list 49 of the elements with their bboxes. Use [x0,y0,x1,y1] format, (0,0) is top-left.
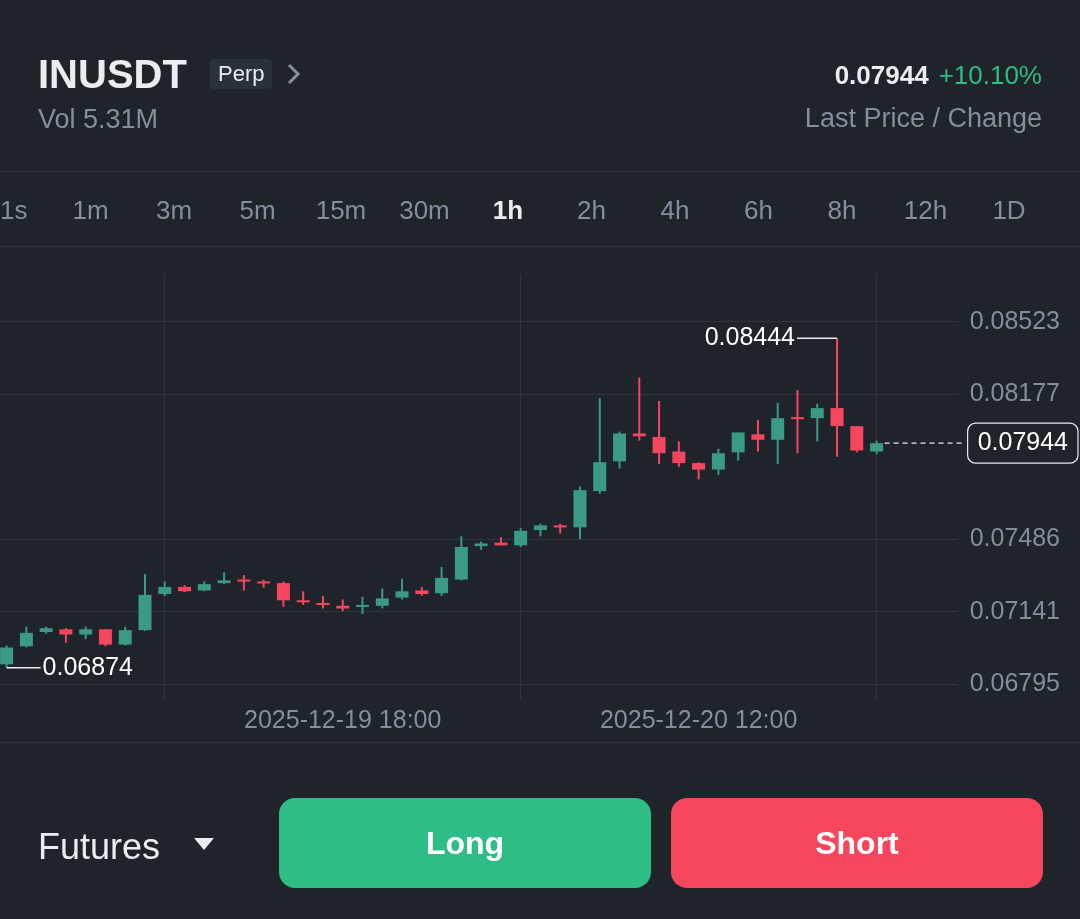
text: Perp [210,59,273,89]
candlestick [830,337,844,458]
text: 15m [315,195,367,226]
text: 1D [992,195,1026,226]
candlestick [652,399,666,466]
text: 30m [399,195,450,226]
candlestick [790,389,804,455]
candlestick [731,431,745,462]
candlestick [276,580,290,608]
candlestick [771,401,785,466]
text: 0.07944 [834,60,929,90]
text: Last Price / Change [804,103,1042,134]
candlestick [514,527,528,549]
chart-subtitle: Vol 5.31M [38,104,159,135]
y-tick-label: 0.08523 [969,305,1061,334]
candlestick [672,440,686,468]
text: Short [671,798,1043,888]
chart-title: INUSDT [38,52,187,97]
text: 2h [577,195,606,226]
candlestick [0,644,14,669]
candlestick [395,577,409,601]
candlestick [711,447,725,476]
x-tick-label: 2025-12-19 18:00 [244,704,442,733]
text: 3m [155,195,193,226]
candlestick [435,565,449,597]
text: Long [279,798,651,888]
annotation: 0.08444 [704,322,796,351]
candlestick [810,402,824,443]
text: 1m [72,195,109,226]
y-tick-label: 0.08177 [969,378,1061,407]
y-tick-label: 0.07486 [969,523,1061,552]
text: 1s [0,195,28,226]
text: 8h [827,195,857,226]
candlestick [632,376,646,442]
candlestick [751,418,765,453]
text: 1h [492,195,524,226]
candlestick [19,625,33,649]
text: 5m [239,195,276,226]
text: 12h [903,195,948,226]
text: 6h [744,195,773,226]
candlestick [375,587,389,610]
ref-line-label: 0.07944 [977,427,1069,456]
text: +10.10% [938,60,1042,90]
y-tick-label: 0.06795 [969,668,1061,697]
text: Futures [38,826,161,868]
text: 4h [660,195,690,226]
annotation: 0.06874 [42,651,134,680]
y-tick-label: 0.07141 [969,595,1061,624]
x-tick-label: 2025-12-20 12:00 [599,704,798,733]
